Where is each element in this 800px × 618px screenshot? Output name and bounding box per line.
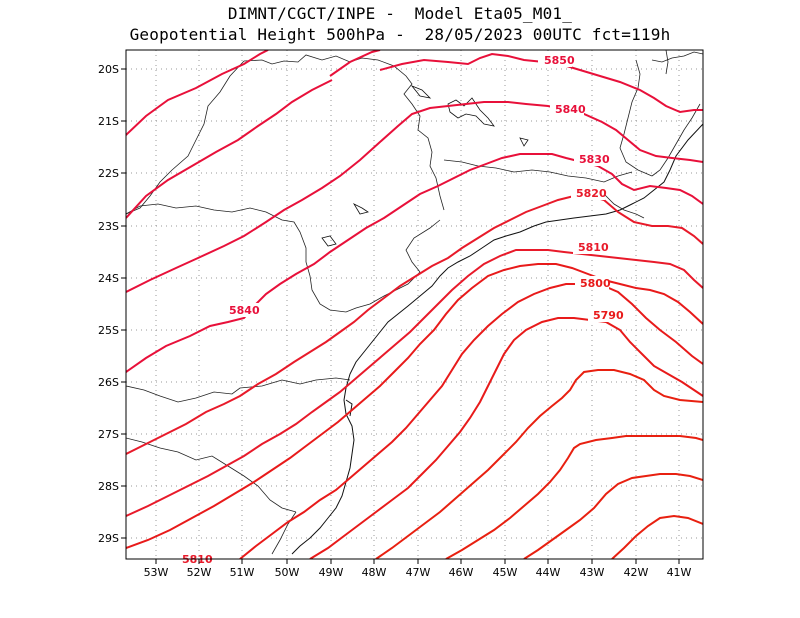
- contour-5850-east: [329, 50, 381, 77]
- label-knockouts: [178, 53, 622, 559]
- x-tick-label: 50W: [275, 566, 300, 579]
- contour-5760: [523, 473, 703, 559]
- x-tick-label: 48W: [362, 566, 387, 579]
- contour-5770: [445, 435, 703, 559]
- x-tick-labels: 53W 52W 51W 50W 49W 48W 47W 46W 45W 44W …: [144, 566, 692, 579]
- x-tick-label: 44W: [536, 566, 561, 579]
- y-tick-label: 29S: [98, 532, 119, 545]
- plot-frame: [125, 49, 704, 560]
- y-tick-labels: 20S 21S 22S 23S 24S 25S 26S 27S 28S 29S: [98, 63, 119, 545]
- y-tick-label: 21S: [98, 115, 119, 128]
- x-tick-label: 49W: [319, 566, 344, 579]
- contour-label-5840-west: 5840: [229, 304, 260, 317]
- lakes: [321, 85, 529, 247]
- contour-5790: [309, 317, 703, 559]
- map-title-line2: Geopotential Height 500hPa - 28/05/2023 …: [129, 25, 671, 44]
- contour-label-5790: 5790: [593, 309, 624, 322]
- contour-5840-b: [126, 101, 703, 293]
- x-tick-label: 41W: [667, 566, 692, 579]
- contour-label-5840: 5840: [555, 103, 586, 116]
- contour-labels: 5850 5840 5830 5820 5810 5800 5790 5840 …: [182, 54, 624, 566]
- x-tick-label: 43W: [580, 566, 605, 579]
- y-tick-label: 25S: [98, 324, 119, 337]
- y-tick-label: 20S: [98, 63, 119, 76]
- y-tick-label: 23S: [98, 220, 119, 233]
- contour-5840: [126, 79, 333, 219]
- contour-5810: [126, 263, 703, 549]
- contour-5820: [126, 249, 703, 517]
- map-title-line1: DIMNT/CGCT/INPE - Model Eta05_M01_: [227, 4, 573, 23]
- y-tick-label: 27S: [98, 428, 119, 441]
- contour-5780: [375, 369, 703, 559]
- x-tick-label: 46W: [449, 566, 474, 579]
- y-tick-label: 24S: [98, 272, 119, 285]
- contour-label-5810: 5810: [578, 241, 609, 254]
- x-tick-label: 53W: [144, 566, 169, 579]
- y-tick-label: 22S: [98, 167, 119, 180]
- contour-label-5850: 5850: [544, 54, 575, 67]
- contour-label-5830: 5830: [579, 153, 610, 166]
- tick-marks: [121, 68, 680, 564]
- y-tick-label: 28S: [98, 480, 119, 493]
- x-tick-label: 45W: [493, 566, 518, 579]
- contour-5800: [239, 283, 703, 559]
- state-borders: [126, 50, 703, 555]
- height-contours: [126, 50, 703, 559]
- contour-5830: [126, 195, 703, 455]
- x-tick-label: 47W: [406, 566, 431, 579]
- contour-5750: [611, 514, 703, 559]
- contour-label-5800: 5800: [580, 277, 611, 290]
- x-tick-label: 42W: [624, 566, 649, 579]
- x-tick-label: 52W: [187, 566, 212, 579]
- grid-lines: [126, 50, 703, 559]
- contour-5840-sw: [126, 153, 703, 373]
- x-tick-label: 51W: [230, 566, 255, 579]
- contour-5850: [126, 50, 269, 136]
- contour-label-5820: 5820: [576, 187, 607, 200]
- y-tick-label: 26S: [98, 376, 119, 389]
